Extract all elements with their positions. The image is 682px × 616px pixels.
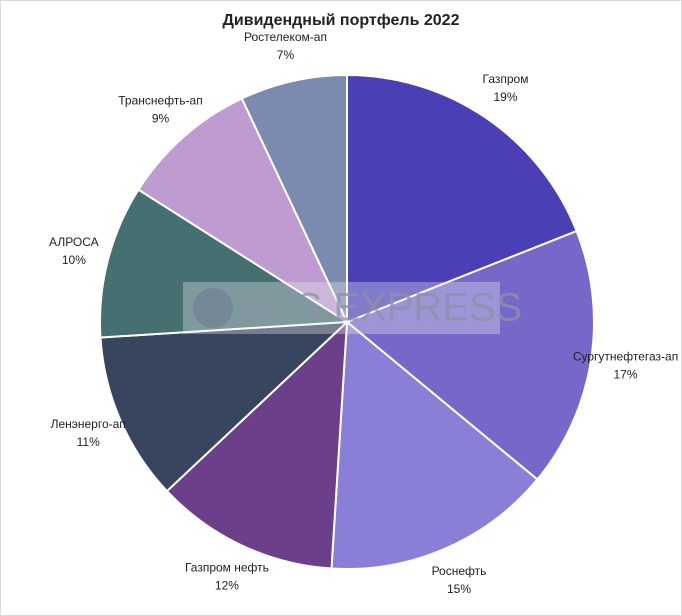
slice-label: Сургутнефтегаз-ап	[573, 349, 678, 363]
slice-value-label: 11%	[77, 435, 100, 449]
slice-value-label: 7%	[277, 48, 295, 62]
slice-label: Роснефть	[432, 564, 487, 578]
slice-value-label: 10%	[62, 253, 86, 267]
watermark-logo	[193, 288, 233, 328]
slice-label: Ростелеком-ап	[244, 30, 327, 44]
watermark-box	[183, 282, 500, 334]
pie-slice	[137, 97, 350, 325]
slice-value-label: 12%	[215, 578, 239, 592]
chart-title: Дивидендный портфель 2022	[223, 12, 460, 29]
slice-value-label: 9%	[152, 112, 170, 126]
watermark: BCS EXPRESS	[240, 286, 522, 330]
pie-slice	[99, 188, 351, 339]
pie-slice	[99, 320, 350, 493]
slice-label: Газпром	[483, 72, 529, 86]
slice-value-label: 17%	[614, 367, 638, 381]
pie-slice	[165, 319, 349, 570]
slice-label: Транснефть-ап	[118, 94, 202, 108]
pie-slice	[345, 229, 595, 481]
slice-label: Ленэнерго-ап	[51, 417, 126, 431]
slice-value-label: 15%	[447, 582, 471, 596]
pie-slice	[330, 319, 539, 570]
slice-value-label: 19%	[493, 90, 517, 104]
pie-slice	[346, 73, 578, 324]
pie-slice	[240, 73, 348, 323]
slice-label: АЛРОСА	[49, 235, 99, 249]
slice-label: Газпром нефть	[185, 560, 269, 574]
